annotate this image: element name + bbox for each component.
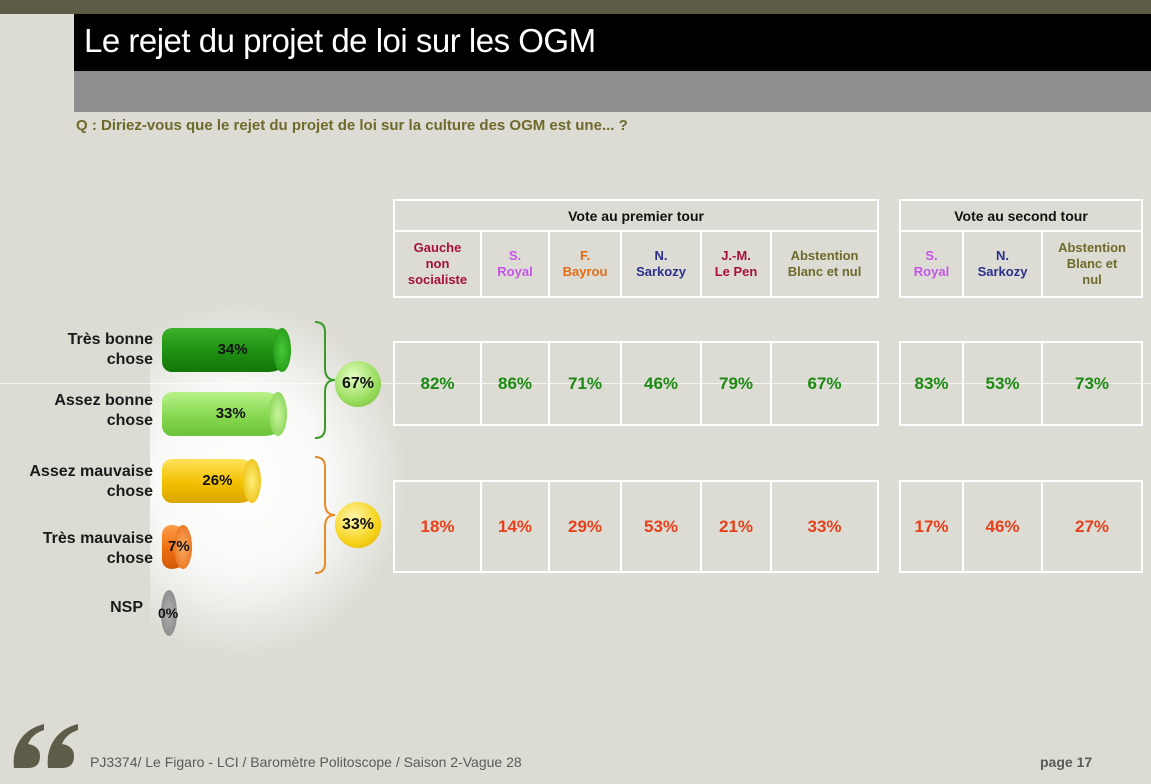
category-label-line: Assez mauvaise bbox=[29, 463, 153, 480]
column-header: Abstention Blanc et nul bbox=[1040, 230, 1144, 298]
table-cell: 46% bbox=[962, 480, 1043, 573]
column-header: S. Royal bbox=[899, 230, 964, 298]
category-label-line: chose bbox=[106, 351, 153, 368]
column-header: F. Bayrou bbox=[548, 230, 622, 298]
quote-mark-icon bbox=[13, 724, 78, 768]
table-cell: 83% bbox=[899, 341, 964, 426]
category-label-line: Assez bonne bbox=[54, 392, 153, 409]
header-line: J.-M. bbox=[721, 248, 751, 263]
header-line: Royal bbox=[497, 264, 533, 279]
category-label-tres-mauvaise: Très mauvaise chose bbox=[1, 529, 153, 569]
table-second-tour-bonne: 83% 53% 73% bbox=[899, 341, 1143, 426]
bar-value-label: 7% bbox=[168, 538, 190, 555]
table-cell: 17% bbox=[899, 480, 964, 573]
table-cell: 86% bbox=[480, 341, 550, 426]
table-cell: 29% bbox=[548, 480, 622, 573]
category-label-assez-mauvaise: Assez mauvaise chose bbox=[1, 462, 153, 502]
total-bubble-label: 33% bbox=[341, 516, 375, 533]
bar-cap bbox=[242, 459, 261, 503]
header-line: Sarkozy bbox=[636, 264, 686, 279]
column-header: N. Sarkozy bbox=[620, 230, 702, 298]
header-line: S. bbox=[508, 248, 522, 263]
header-line: F. bbox=[579, 248, 591, 263]
column-header: J.-M. Le Pen bbox=[700, 230, 772, 298]
category-label-line: chose bbox=[106, 483, 153, 500]
bar-value-label-nsp: 0% bbox=[158, 605, 179, 621]
bar-cap bbox=[269, 392, 288, 436]
category-label-line: Très bonne bbox=[67, 331, 153, 348]
bar-tres-mauvaise: 7% bbox=[162, 525, 192, 569]
table-second-tour: Vote au second tour S. Royal N. Sarkozy … bbox=[898, 199, 1144, 298]
header-line: nul bbox=[1082, 272, 1102, 287]
table-second-tour-mauvaise: 17% 46% 27% bbox=[899, 480, 1143, 573]
header-line: N. bbox=[996, 248, 1009, 263]
header-line: Royal bbox=[913, 264, 950, 279]
page-number: page 17 bbox=[1040, 754, 1093, 770]
header-line: Gauche bbox=[413, 240, 462, 255]
title-bar: Le rejet du projet de loi sur les OGM bbox=[74, 14, 1151, 71]
brace-mauvaise-chose bbox=[314, 456, 336, 574]
table-cell: 27% bbox=[1041, 480, 1143, 573]
table-premier-tour: Vote au premier tour Gauche non socialis… bbox=[392, 199, 880, 298]
header-line: S. bbox=[925, 248, 938, 263]
bar-assez-mauvaise: 26% bbox=[162, 459, 261, 503]
header-line: Le Pen bbox=[714, 264, 758, 279]
header-line: Blanc et bbox=[1066, 256, 1118, 271]
table-cell: 73% bbox=[1041, 341, 1143, 426]
bar-nsp bbox=[161, 590, 177, 636]
bar-value-label: 26% bbox=[202, 472, 233, 489]
table-cell: 71% bbox=[548, 341, 622, 426]
table-cell: 46% bbox=[620, 341, 702, 426]
header-line: Abstention bbox=[1058, 240, 1126, 255]
header-line: non bbox=[425, 256, 450, 271]
column-header: N. Sarkozy bbox=[962, 230, 1043, 298]
total-bubble-label: 67% bbox=[341, 375, 375, 392]
bar-cap bbox=[174, 525, 192, 569]
table-cell: 67% bbox=[770, 341, 879, 426]
group-header-premier-tour: Vote au premier tour bbox=[392, 199, 880, 232]
category-label-assez-bonne: Assez bonne chose bbox=[1, 391, 153, 431]
total-bubble-mauvaise: 33% bbox=[335, 502, 381, 548]
column-header: Gauche non socialiste bbox=[393, 230, 482, 298]
subtitle-bar bbox=[74, 71, 1151, 112]
category-label-line: Très mauvaise bbox=[42, 530, 153, 547]
category-label-line: chose bbox=[106, 412, 153, 429]
table-cell: 79% bbox=[700, 341, 772, 426]
header-line: socialiste bbox=[407, 272, 468, 287]
bar-value-label: 33% bbox=[215, 405, 246, 422]
column-header: S. Royal bbox=[480, 230, 550, 298]
table-cell: 53% bbox=[962, 341, 1043, 426]
category-label-line: chose bbox=[106, 550, 153, 567]
header-line: Sarkozy bbox=[977, 264, 1028, 279]
header-line: Blanc et nul bbox=[787, 264, 862, 279]
bar-value-label: 34% bbox=[217, 341, 248, 358]
footer-source: PJ3374/ Le Figaro - LCI / Baromètre Poli… bbox=[90, 754, 522, 770]
total-bubble-bonne: 67% bbox=[335, 361, 381, 407]
category-label-tres-bonne: Très bonne chose bbox=[1, 330, 153, 370]
table-cell: 33% bbox=[770, 480, 879, 573]
table-cell: 14% bbox=[480, 480, 550, 573]
slide-title: Le rejet du projet de loi sur les OGM bbox=[84, 22, 596, 59]
table-premier-tour-bonne: 82% 86% 71% 46% 79% 67% bbox=[393, 341, 879, 426]
header-line: Bayrou bbox=[562, 264, 608, 279]
question-text: Q : Diriez-vous que le rejet du projet d… bbox=[76, 117, 628, 134]
bar-cap bbox=[273, 328, 292, 372]
group-header-second-tour: Vote au second tour bbox=[898, 199, 1144, 232]
header-line: N. bbox=[654, 248, 668, 263]
category-label-nsp: NSP bbox=[0, 598, 143, 618]
top-strip bbox=[0, 0, 1151, 14]
table-cell: 53% bbox=[620, 480, 702, 573]
table-cell: 82% bbox=[393, 341, 482, 426]
column-header: Abstention Blanc et nul bbox=[769, 230, 880, 298]
category-label-line: NSP bbox=[110, 599, 143, 616]
table-premier-tour-mauvaise: 18% 14% 29% 53% 21% 33% bbox=[393, 480, 879, 573]
table-cell: 18% bbox=[393, 480, 482, 573]
bar-tres-bonne: 34% bbox=[162, 328, 292, 372]
table-cell: 21% bbox=[700, 480, 772, 573]
bar-assez-bonne: 33% bbox=[162, 392, 288, 436]
header-line: Abstention bbox=[790, 248, 859, 263]
